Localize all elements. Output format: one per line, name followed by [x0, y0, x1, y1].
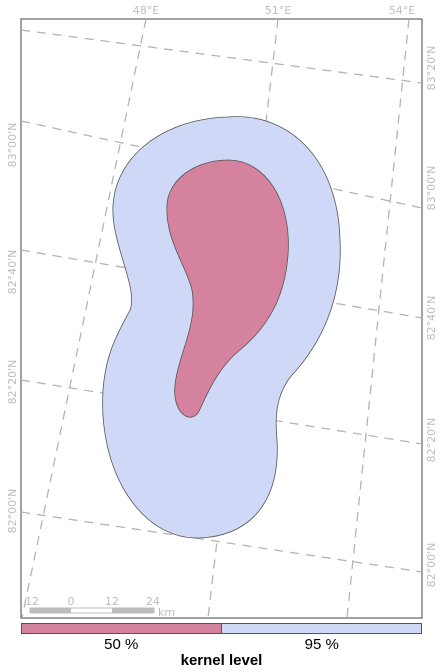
- parallel-82-00: [20, 511, 423, 573]
- legend-label-95: 95 %: [304, 636, 339, 653]
- grid-label-right-82-20: 82°20'N: [425, 418, 438, 463]
- scale-tick-0: 0: [68, 595, 75, 608]
- parallel-82-20: [20, 379, 423, 445]
- legend-label-50: 50 %: [104, 636, 139, 653]
- grid-label-left-83-00: 83°00'N: [6, 123, 19, 168]
- scale-unit: km: [158, 606, 175, 619]
- scale-tick-12: 12: [105, 595, 119, 608]
- grid-label-right-82-00: 82°00'N: [425, 543, 438, 588]
- legend-labels: 50 % 95 %: [21, 636, 422, 653]
- grid-label-top-51e: 51°E: [265, 4, 291, 17]
- parallel-82-40: [20, 249, 423, 319]
- grid-label-top-54e: 54°E: [389, 4, 415, 17]
- scale-tick-12-left: 12: [25, 595, 39, 608]
- grid-label-left-82-20: 82°20'N: [6, 360, 19, 405]
- legend-swatch-95: [221, 624, 421, 633]
- scale-tick-24: 24: [146, 595, 160, 608]
- meridian-48e: [21, 18, 147, 619]
- legend-color-bar: [21, 623, 422, 634]
- kernel-50-contour: [166, 159, 289, 418]
- scale-bar: 12 0 12 24 km: [25, 595, 175, 619]
- grid-label-right-83-00: 83°00'N: [425, 166, 438, 211]
- parallel-83-00: [20, 120, 423, 209]
- legend-swatch-50: [22, 624, 221, 633]
- grid-label-top-48e: 48°E: [133, 4, 159, 17]
- meridian-54e: [346, 18, 410, 619]
- grid-label-left-82-00: 82°00'N: [6, 489, 19, 534]
- grid-label-right-83-20: 83°20'N: [425, 46, 438, 91]
- grid-label-right-82-40: 82°40'N: [425, 296, 438, 341]
- legend-title: kernel level: [180, 652, 263, 669]
- parallel-83-20: [20, 29, 423, 84]
- grid-label-left-82-40: 82°40'N: [6, 250, 19, 295]
